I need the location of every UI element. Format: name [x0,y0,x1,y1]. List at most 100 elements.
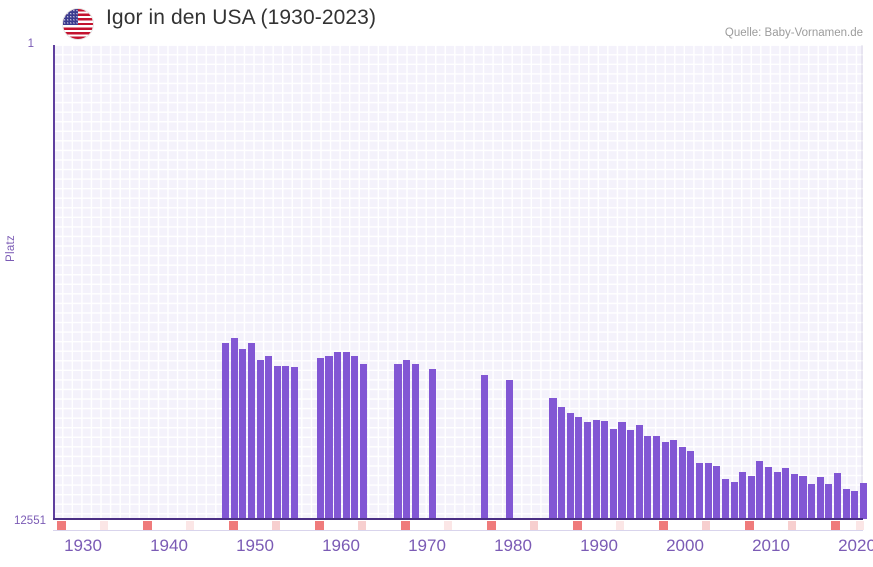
bar-1991[interactable] [583,422,592,519]
bar-2016[interactable] [799,476,807,519]
x-axis-tick [229,521,238,530]
bar-1982[interactable] [506,380,514,519]
bar-2017[interactable] [808,484,816,519]
bar-2002[interactable] [678,447,686,519]
bar-1990[interactable] [575,417,583,519]
bar-2000[interactable] [661,442,669,519]
x-axis-labels: 1930 1940 1950 1960 1970 1980 1990 2000 2010 2020 [53,536,873,564]
bar-2018[interactable] [816,477,824,519]
bar-1995[interactable] [618,422,626,519]
x-axis-tick [788,521,796,530]
x-axis-tick [487,521,496,530]
bar-2011[interactable] [756,461,764,519]
bar-1964[interactable] [351,356,359,519]
chart-header: Igor in den USA (1930-2023) Quelle: Baby… [0,0,873,45]
bar-1992[interactable] [592,420,600,519]
bar-1987[interactable] [549,398,557,519]
bar-1961[interactable] [325,356,333,519]
bar-1950[interactable] [230,338,238,519]
x-axis-tick [444,521,452,530]
x-axis-label-1950: 1950 [236,536,274,555]
bar-1989[interactable] [566,413,574,519]
bar-2013[interactable] [773,472,781,519]
x-axis-tick [186,521,194,530]
bar-1973[interactable] [428,369,437,519]
x-axis-tick [401,521,410,530]
x-axis-tick [659,521,668,530]
x-axis-tick-baseline [53,530,863,531]
x-axis-tick [745,521,754,530]
bar-2020[interactable] [833,473,842,519]
bar-2006[interactable] [713,466,721,519]
bar-2022[interactable] [851,491,859,519]
x-axis-tick [856,521,864,530]
bar-2007[interactable] [721,479,729,519]
bar-1949[interactable] [222,343,230,519]
bar-1996[interactable] [627,430,635,519]
bar-1969[interactable] [394,364,402,519]
x-axis-tick [358,521,366,530]
us-flag-icon [63,9,93,39]
bar-1955[interactable] [273,366,281,519]
y-axis-title: Platz [5,234,17,262]
x-axis-tick [573,521,582,530]
bar-1952[interactable] [247,343,255,519]
bar-1957[interactable] [291,367,299,519]
bar-1956[interactable] [282,366,290,519]
x-axis-label-1970: 1970 [408,536,446,555]
bar-1960[interactable] [316,358,324,519]
bar-1993[interactable] [601,421,609,519]
bar-1965[interactable] [359,364,368,519]
bar-2012[interactable] [765,467,773,519]
bar-1953[interactable] [256,360,264,519]
x-axis-tick [831,521,840,530]
bar-series [53,45,867,519]
bar-2019[interactable] [825,484,833,519]
bar-1971[interactable] [411,364,419,519]
x-axis-label-1990: 1990 [580,536,618,555]
bar-2005[interactable] [704,463,712,519]
bar-1998[interactable] [644,436,652,519]
bar-2010[interactable] [747,476,755,519]
x-axis-label-1930: 1930 [64,536,102,555]
x-axis-tick [100,521,108,530]
x-axis-tick [272,521,280,530]
bar-2021[interactable] [842,489,850,519]
x-axis-tick [315,521,324,530]
bar-1979[interactable] [480,375,488,519]
x-axis-tick [530,521,538,530]
x-axis-label-2020: 2020 [838,536,873,555]
bar-2004[interactable] [696,463,704,519]
bar-1963[interactable] [342,352,350,519]
source-label: Quelle: Baby-Vornamen.de [724,27,863,39]
bar-2015[interactable] [790,474,798,519]
bar-1962[interactable] [334,352,342,519]
x-axis-label-2000: 2000 [666,536,704,555]
bar-2014[interactable] [782,468,790,519]
x-axis-tick [616,521,624,530]
x-axis-tick [702,521,710,530]
y-axis-bottom-label: 12551 [14,515,46,527]
x-axis-label-1960: 1960 [322,536,360,555]
x-axis-label-1980: 1980 [494,536,532,555]
bar-2003[interactable] [687,451,695,519]
x-axis-label-2010: 2010 [752,536,790,555]
x-axis-tick [57,521,66,530]
bar-2023[interactable] [859,483,867,519]
plot-area [53,45,867,520]
bar-2009[interactable] [739,472,747,519]
flag-canton [63,9,78,26]
bar-1994[interactable] [609,429,617,519]
bar-1954[interactable] [265,356,273,519]
bar-1997[interactable] [635,425,643,519]
bar-2001[interactable] [670,440,678,519]
bar-1999[interactable] [652,436,660,519]
y-axis-top-label: 1 [27,38,34,50]
y-axis-line [53,45,55,519]
bar-1988[interactable] [558,407,566,519]
x-axis-tick [143,521,152,530]
bar-2008[interactable] [730,482,738,519]
bar-1951[interactable] [239,349,247,519]
bar-1970[interactable] [403,360,411,519]
